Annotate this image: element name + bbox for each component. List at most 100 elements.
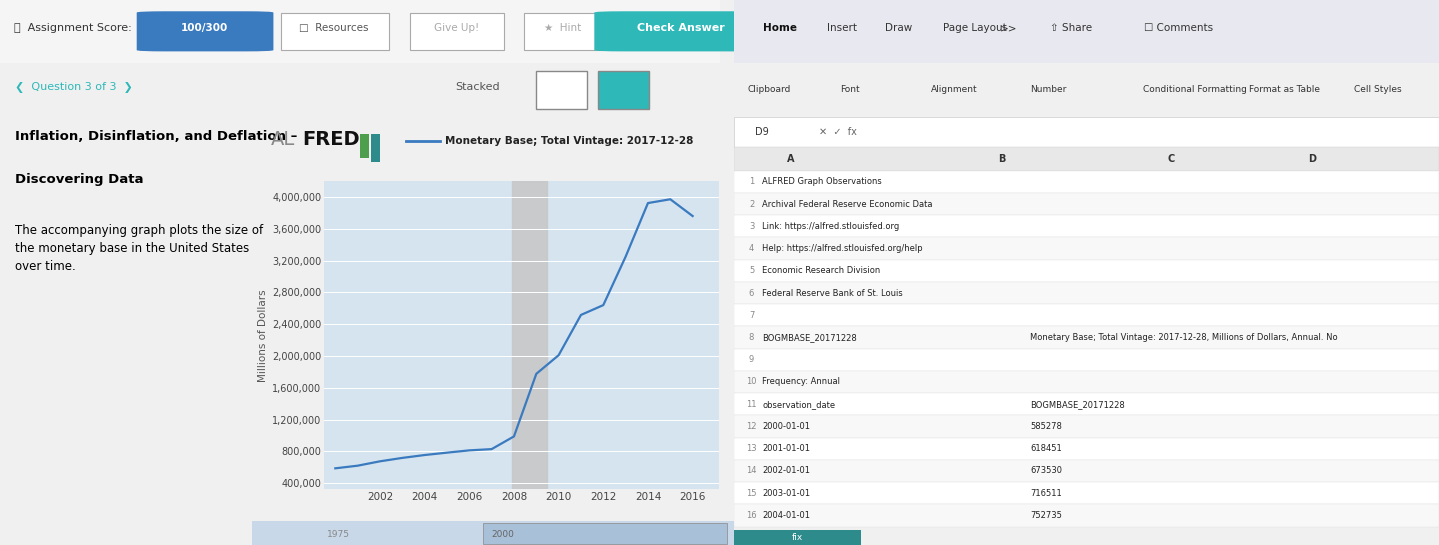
Bar: [734, 304, 1439, 326]
Text: Help: https://alfred.stlouisfed.org/help: Help: https://alfred.stlouisfed.org/help: [763, 244, 922, 253]
Bar: [371, 134, 380, 162]
Bar: [734, 117, 1439, 147]
Bar: [734, 171, 1439, 193]
Text: 3: 3: [748, 222, 754, 231]
Text: Draw: Draw: [885, 23, 912, 33]
Text: 6: 6: [748, 288, 754, 298]
Text: Monetary Base; Total Vintage: 2017-12-28: Monetary Base; Total Vintage: 2017-12-28: [445, 136, 694, 146]
Bar: [734, 415, 1439, 438]
Text: Economic Research Division: Economic Research Division: [763, 267, 881, 275]
Text: Federal Reserve Bank of St. Louis: Federal Reserve Bank of St. Louis: [763, 288, 902, 298]
Bar: [734, 259, 1439, 282]
Text: Give Up!: Give Up!: [433, 23, 479, 33]
Text: 2003-01-01: 2003-01-01: [763, 489, 810, 498]
Text: Stacked: Stacked: [455, 82, 499, 92]
Y-axis label: Millions of Dollars: Millions of Dollars: [258, 289, 268, 382]
Text: 2004-01-01: 2004-01-01: [763, 511, 810, 520]
Text: B: B: [999, 154, 1006, 164]
Text: Cell Styles: Cell Styles: [1354, 86, 1402, 94]
Bar: [734, 530, 861, 545]
Text: Link: https://alfred.stlouisfed.org: Link: https://alfred.stlouisfed.org: [763, 222, 899, 231]
Text: Archival Federal Reserve Economic Data: Archival Federal Reserve Economic Data: [763, 199, 932, 209]
Bar: [734, 349, 1439, 371]
FancyBboxPatch shape: [594, 11, 767, 51]
Text: 7: 7: [748, 311, 754, 320]
Text: 12: 12: [747, 422, 757, 431]
Text: Conditional Formatting: Conditional Formatting: [1143, 86, 1246, 94]
Text: 8: 8: [748, 333, 754, 342]
Text: The accompanying graph plots the size of
the monetary base in the United States
: The accompanying graph plots the size of…: [14, 224, 263, 273]
Bar: [734, 438, 1439, 460]
Text: 2000-01-01: 2000-01-01: [763, 422, 810, 431]
Bar: [252, 522, 734, 545]
Text: Home: Home: [763, 23, 797, 33]
Text: 1975: 1975: [327, 530, 350, 539]
Bar: [599, 71, 649, 109]
Text: Number: Number: [1030, 86, 1066, 94]
Text: 14: 14: [747, 467, 757, 475]
Bar: [281, 13, 389, 50]
Text: ☐ Comments: ☐ Comments: [1144, 23, 1213, 33]
Text: D9: D9: [755, 127, 768, 137]
Text: ⓘ  Assignment Score:: ⓘ Assignment Score:: [14, 23, 132, 33]
Text: Clipboard: Clipboard: [748, 86, 791, 94]
Text: □  Resources: □ Resources: [299, 23, 368, 33]
Text: 15: 15: [747, 489, 757, 498]
Text: 4: 4: [748, 244, 754, 253]
Bar: [484, 523, 727, 544]
Text: 752735: 752735: [1030, 511, 1062, 520]
Text: 9: 9: [748, 355, 754, 364]
Text: Monetary Base; Total Vintage: 2017-12-28, Millions of Dollars, Annual. No: Monetary Base; Total Vintage: 2017-12-28…: [1030, 333, 1338, 342]
Text: Alignment: Alignment: [931, 86, 979, 94]
Bar: [734, 482, 1439, 504]
Bar: [734, 193, 1439, 215]
Bar: [535, 71, 587, 109]
Text: Frequency: Annual: Frequency: Annual: [763, 378, 840, 386]
Text: AL: AL: [271, 130, 295, 149]
Text: 2000: 2000: [491, 530, 514, 539]
Bar: [734, 326, 1439, 349]
Text: observation_date: observation_date: [763, 399, 835, 409]
Text: 716511: 716511: [1030, 489, 1062, 498]
Text: A: A: [787, 154, 794, 164]
Text: 1: 1: [748, 177, 754, 186]
Text: ❮  Question 3 of 3  ❯: ❮ Question 3 of 3 ❯: [14, 82, 132, 93]
Text: 5: 5: [748, 267, 754, 275]
Bar: [734, 504, 1439, 526]
Text: >>: >>: [1000, 23, 1017, 33]
Text: Source: Board of Governors of the Federal Reserve System (US): Source: Board of Governors of the Federa…: [337, 523, 649, 533]
Text: Inflation, Disinflation, and Deflation –: Inflation, Disinflation, and Deflation –: [14, 130, 298, 143]
Text: ⇧ Share: ⇧ Share: [1050, 23, 1092, 33]
Bar: [734, 0, 1439, 63]
Text: 10: 10: [747, 378, 757, 386]
Text: Page Layout: Page Layout: [943, 23, 1006, 33]
Text: Customize  |  Download Data  |  FRED – Economic Data from the St. Louis Fed: Customize | Download Data | FRED – Econo…: [304, 544, 682, 545]
Text: Font: Font: [839, 86, 859, 94]
Text: fix: fix: [791, 533, 803, 542]
Text: C: C: [1167, 154, 1174, 164]
Text: BOGMBASE_20171228: BOGMBASE_20171228: [763, 333, 856, 342]
Text: 100/300: 100/300: [181, 23, 227, 33]
Text: Format as Table: Format as Table: [1249, 86, 1320, 94]
Text: 585278: 585278: [1030, 422, 1062, 431]
Bar: [734, 393, 1439, 415]
Bar: [734, 371, 1439, 393]
Text: 618451: 618451: [1030, 444, 1062, 453]
Bar: [512, 181, 547, 489]
Bar: [524, 13, 603, 50]
Bar: [734, 215, 1439, 238]
Text: ★  Hint: ★ Hint: [544, 23, 581, 33]
Bar: [0, 0, 720, 63]
Bar: [734, 460, 1439, 482]
Bar: [360, 134, 368, 158]
Text: 2: 2: [748, 199, 754, 209]
Text: ✕  ✓  fx: ✕ ✓ fx: [819, 127, 856, 137]
Text: 2001-01-01: 2001-01-01: [763, 444, 810, 453]
Bar: [734, 282, 1439, 304]
Text: 16: 16: [747, 511, 757, 520]
Text: ALFRED Graph Observations: ALFRED Graph Observations: [763, 177, 882, 186]
Text: D: D: [1308, 154, 1317, 164]
Text: 673530: 673530: [1030, 467, 1062, 475]
FancyBboxPatch shape: [137, 11, 273, 51]
Text: 2002-01-01: 2002-01-01: [763, 467, 810, 475]
